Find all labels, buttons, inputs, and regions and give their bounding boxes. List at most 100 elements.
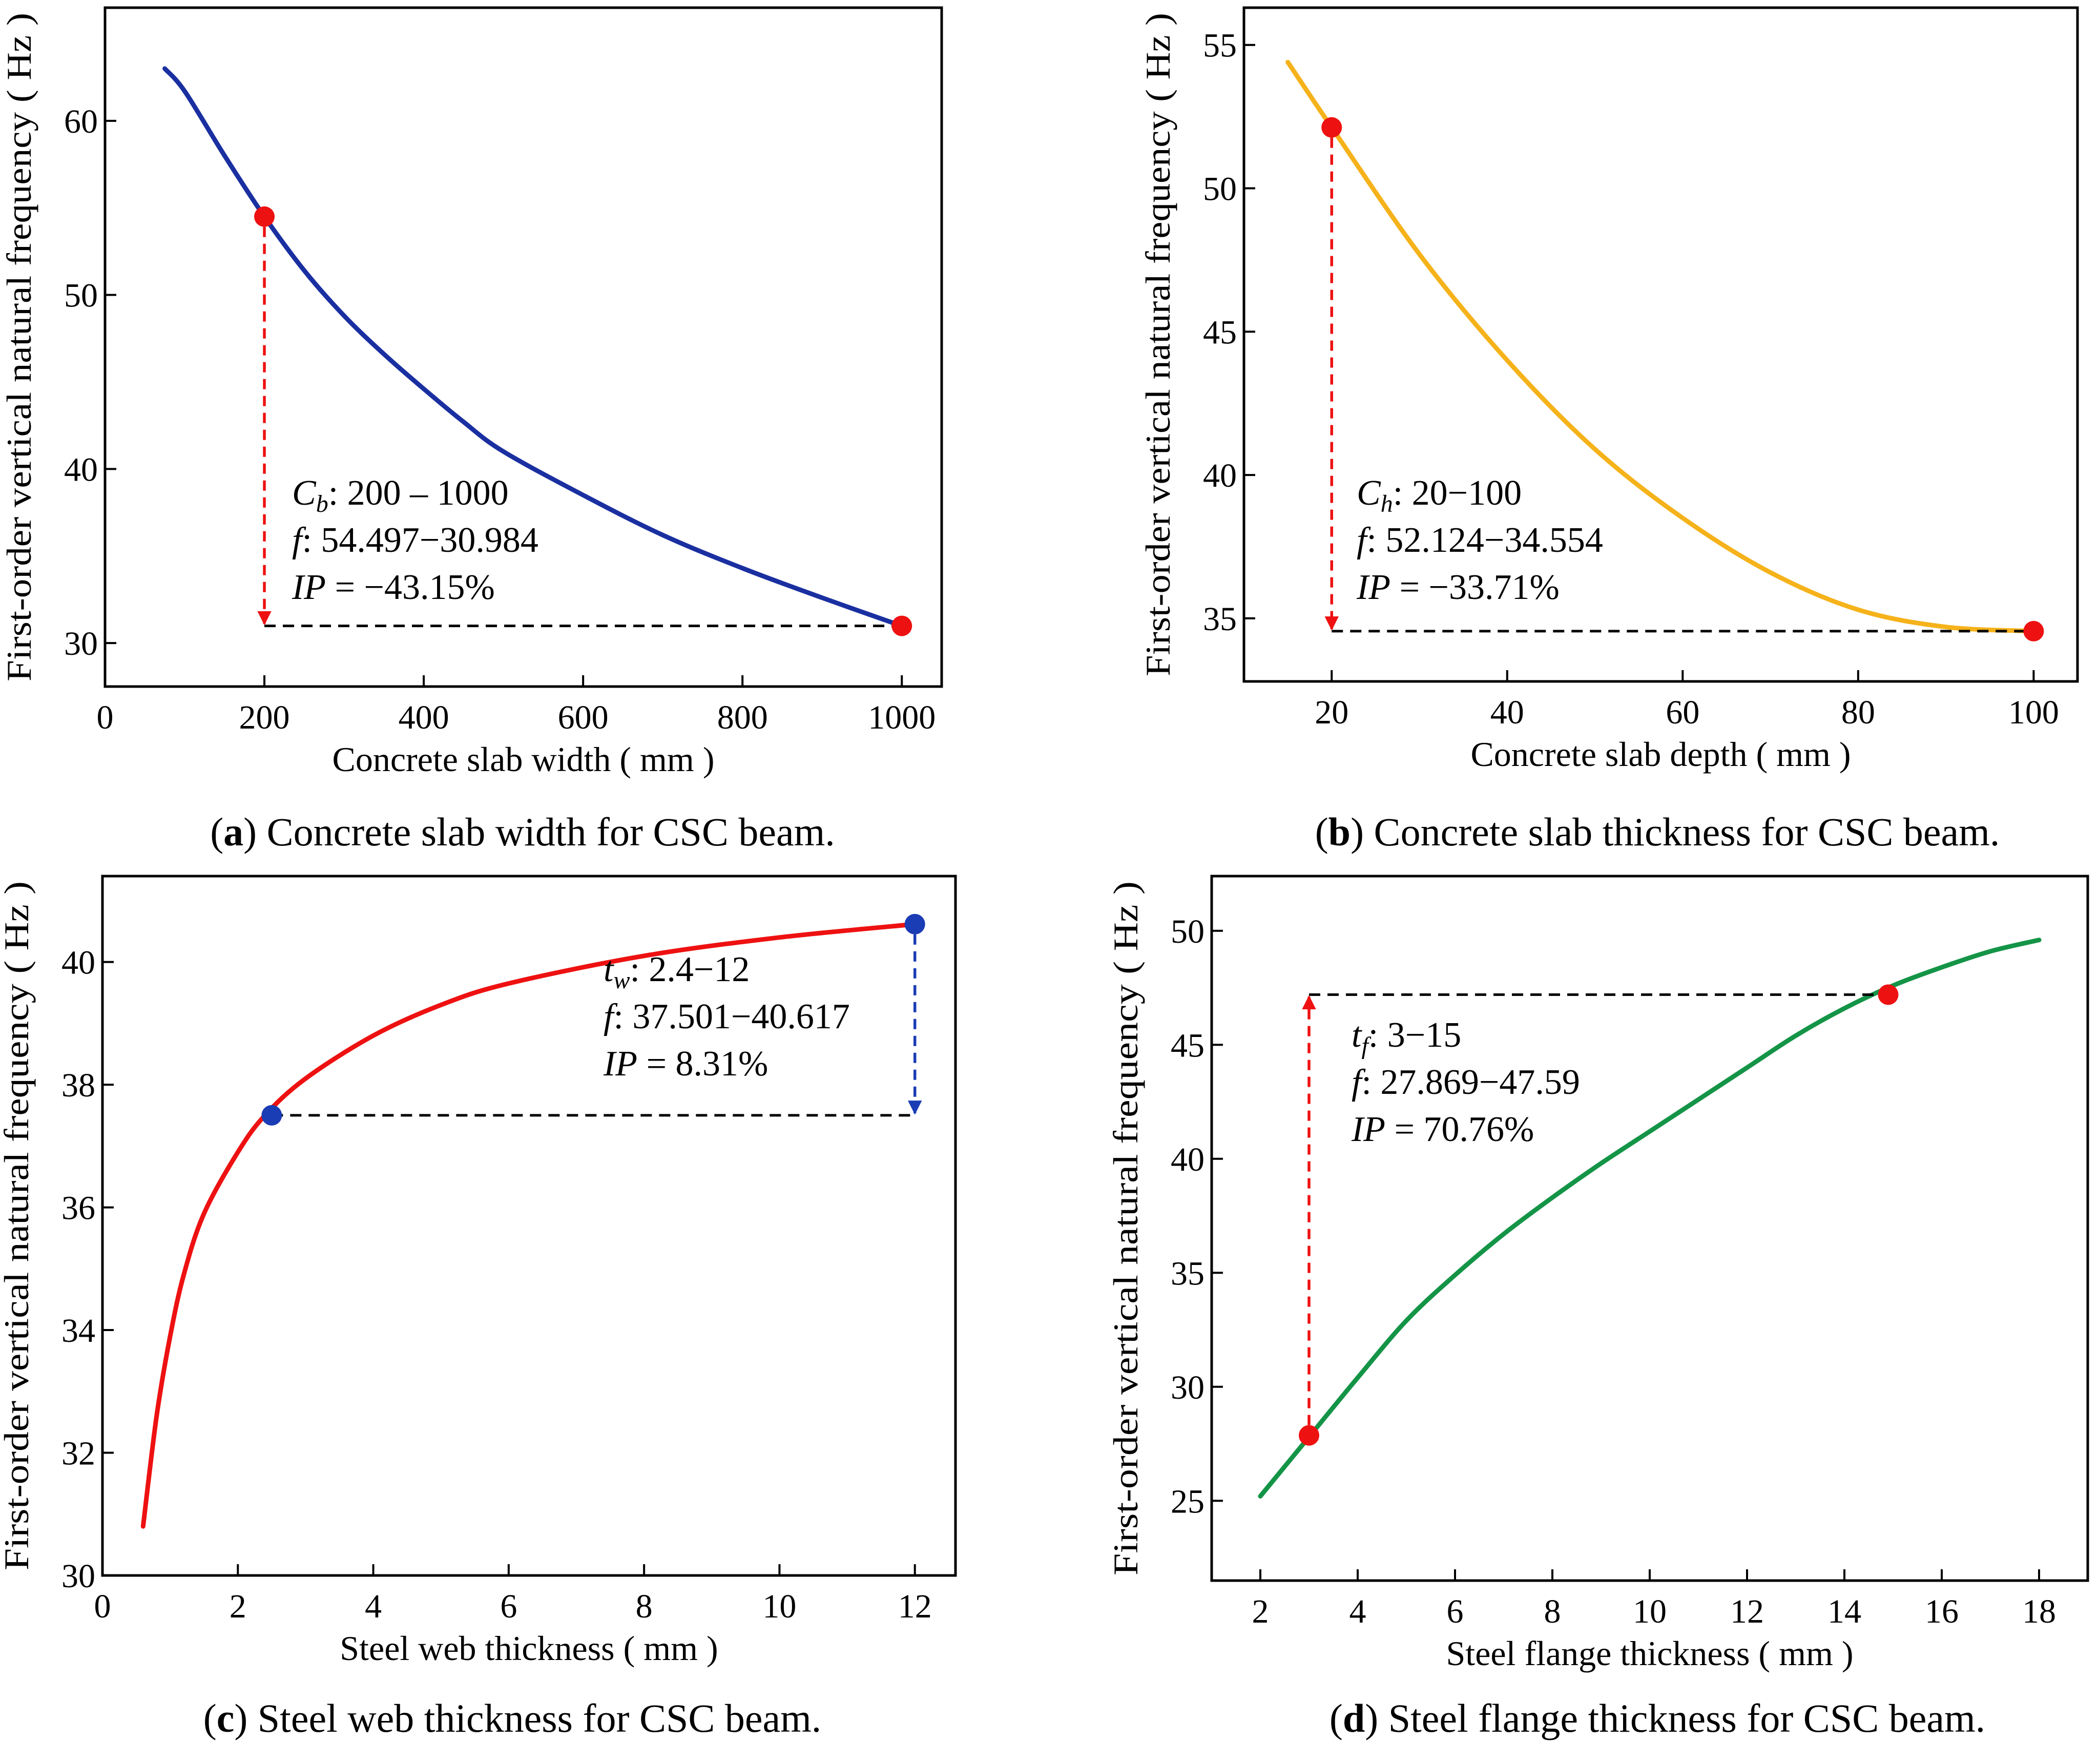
x-axis-label-b: Concrete slab depth ( mm ) [1470, 735, 1851, 774]
x-tick-label-a-0: 0 [97, 699, 114, 736]
x-tick-label-d-7: 16 [1925, 1593, 1959, 1630]
x-tick-label-a-4: 800 [717, 699, 768, 736]
annotation-frequency-range-b: : 52.124−34.554 [1366, 521, 1603, 560]
caption-text-c: Steel web thickness for CSC beam. [247, 1696, 821, 1740]
y-tick-label-a-3: 60 [64, 103, 98, 140]
x-tick-label-b-0: 20 [1315, 694, 1348, 731]
annotation-frequency-range-d: : 27.869−47.59 [1361, 1063, 1580, 1102]
caption-label-b: b [1328, 810, 1351, 854]
chart-panel-d: 2 4 6 8 10 12 14 16 18 25 30 35 40 45 50 Steel flange t… [1106, 875, 2089, 1740]
annotation-ip-symbol-a: IP [292, 568, 326, 607]
annotation-ip-value-c: = 8.31% [637, 1044, 768, 1084]
chart-panel-c: 0 2 4 6 8 10 12 30 32 34 36 38 40 Steel web thickness… [0, 875, 957, 1740]
series-line-c [140, 922, 918, 1529]
caption-open-paren-c: ( [203, 1696, 217, 1740]
plot-frame-a [103, 6, 943, 688]
series-line-b [1285, 59, 2036, 634]
annotation-frequency-range-c: : 37.501−40.617 [613, 997, 849, 1036]
x-tick-label-d-8: 18 [2022, 1593, 2056, 1630]
y-tick-label-c-1: 32 [61, 1435, 95, 1472]
data-marker-c-0 [261, 1105, 282, 1126]
x-tick-label-b-3: 80 [1841, 694, 1875, 731]
y-tick-label-c-3: 36 [61, 1190, 95, 1227]
panel-caption-b: (b) Concrete slab thickness for CSC beam… [1315, 810, 2000, 854]
annotation-ip-a: IP = −43.15% [292, 568, 495, 607]
y-axis-label-d: First-order vertical natural frequency (… [1106, 881, 1145, 1575]
annotation-ip-symbol-d: IP [1351, 1110, 1385, 1149]
x-tick-label-d-3: 8 [1544, 1593, 1561, 1630]
annotation-param-subscript-b: h [1381, 490, 1393, 517]
x-tick-label-c-6: 12 [898, 1588, 932, 1625]
y-axis-label-c: First-order vertical natural frequency (… [0, 881, 36, 1570]
x-tick-label-d-1: 4 [1349, 1593, 1366, 1630]
annotation-ip-d: IP = 70.76% [1351, 1110, 1534, 1149]
caption-close-paren-d: ) [1365, 1696, 1378, 1740]
caption-text-d: Steel flange thickness for CSC beam. [1378, 1696, 1985, 1740]
x-tick-label-b-4: 100 [2008, 694, 2059, 731]
annotation-param-subscript-a: b [316, 490, 328, 517]
annotation-ip-symbol-b: IP [1356, 568, 1390, 607]
y-tick-label-d-5: 50 [1171, 913, 1204, 950]
y-tick-label-d-1: 30 [1171, 1369, 1204, 1406]
annotation-param-d: tf: 3−15 [1352, 1015, 1461, 1060]
x-tick-label-c-5: 10 [762, 1588, 796, 1625]
panel-caption-d: (d) Steel flange thickness for CSC beam. [1330, 1696, 1985, 1740]
x-tick-label-c-1: 2 [230, 1588, 246, 1625]
annotation-ip-symbol-c: IP [603, 1044, 637, 1084]
y-axis-label-a: First-order vertical natural frequency (… [0, 13, 38, 681]
x-tick-label-c-0: 0 [94, 1588, 111, 1625]
y-tick-label-c-2: 34 [61, 1312, 95, 1350]
y-tick-label-b-3: 50 [1203, 171, 1237, 208]
y-tick-label-d-2: 35 [1171, 1255, 1204, 1292]
y-tick-label-b-4: 55 [1203, 27, 1237, 65]
plot-frame-d [1210, 875, 2089, 1582]
panel-caption-a: (a) Concrete slab width for CSC beam. [210, 810, 835, 854]
annotation-param-range-b: : 20−100 [1393, 473, 1522, 513]
caption-close-paren-b: ) [1351, 810, 1364, 854]
panel-caption-c: (c) Steel web thickness for CSC beam. [203, 1696, 822, 1740]
caption-text-b: Concrete slab thickness for CSC beam. [1364, 810, 2000, 854]
x-tick-label-c-4: 8 [636, 1588, 653, 1625]
x-tick-label-c-3: 6 [500, 1588, 517, 1625]
x-tick-label-d-5: 12 [1730, 1593, 1764, 1630]
caption-label-d: d [1343, 1696, 1365, 1740]
series-line-d [1258, 938, 2042, 1499]
annotation-ip-c: IP = 8.31% [603, 1044, 768, 1084]
annotation-param-a: Cb: 200 – 1000 [292, 473, 509, 517]
annotation-frequency-a: f: 54.497−30.984 [292, 521, 538, 560]
y-tick-label-c-0: 30 [61, 1558, 95, 1595]
annotation-param-b: Ch: 20−100 [1357, 473, 1522, 517]
caption-close-paren-c: ) [234, 1696, 247, 1740]
y-tick-label-b-1: 40 [1203, 457, 1237, 494]
x-tick-label-d-4: 10 [1633, 1593, 1667, 1630]
caption-open-paren-d: ( [1330, 1696, 1343, 1740]
annotation-param-symbol-d: t [1352, 1015, 1362, 1055]
x-tick-label-c-2: 4 [365, 1588, 382, 1625]
y-tick-label-c-4: 38 [61, 1067, 95, 1104]
annotation-param-symbol-a: C [292, 473, 317, 513]
y-tick-label-b-2: 45 [1203, 314, 1237, 351]
caption-close-paren-a: ) [243, 810, 257, 854]
annotation-param-symbol-c: t [604, 950, 614, 989]
data-marker-b-0 [1321, 117, 1342, 138]
annotation-param-c: tw: 2.4−12 [604, 950, 750, 994]
data-marker-a-0 [254, 206, 275, 227]
y-axis-label-b: First-order vertical natural frequency (… [1138, 13, 1177, 676]
data-marker-d-0 [1299, 1425, 1319, 1446]
x-tick-label-a-3: 600 [558, 699, 609, 736]
y-tick-label-d-0: 25 [1171, 1483, 1204, 1520]
annotation-param-range-d: : 3−15 [1368, 1015, 1461, 1055]
data-marker-a-1 [891, 615, 912, 636]
x-tick-label-d-6: 14 [1827, 1593, 1861, 1630]
annotation-param-subscript-c: w [613, 967, 630, 994]
annotation-frequency-b: f: 52.124−34.554 [1357, 521, 1603, 560]
x-tick-label-b-2: 60 [1666, 694, 1699, 731]
y-tick-label-a-0: 30 [64, 625, 98, 662]
data-marker-c-1 [904, 914, 925, 935]
annotation-ip-b: IP = −33.71% [1356, 568, 1560, 607]
x-axis-label-a: Concrete slab width ( mm ) [333, 740, 715, 779]
x-tick-label-a-2: 400 [399, 699, 449, 736]
x-axis-label-c: Steel web thickness ( mm ) [340, 1629, 718, 1668]
x-axis-label-d: Steel flange thickness ( mm ) [1446, 1634, 1853, 1673]
